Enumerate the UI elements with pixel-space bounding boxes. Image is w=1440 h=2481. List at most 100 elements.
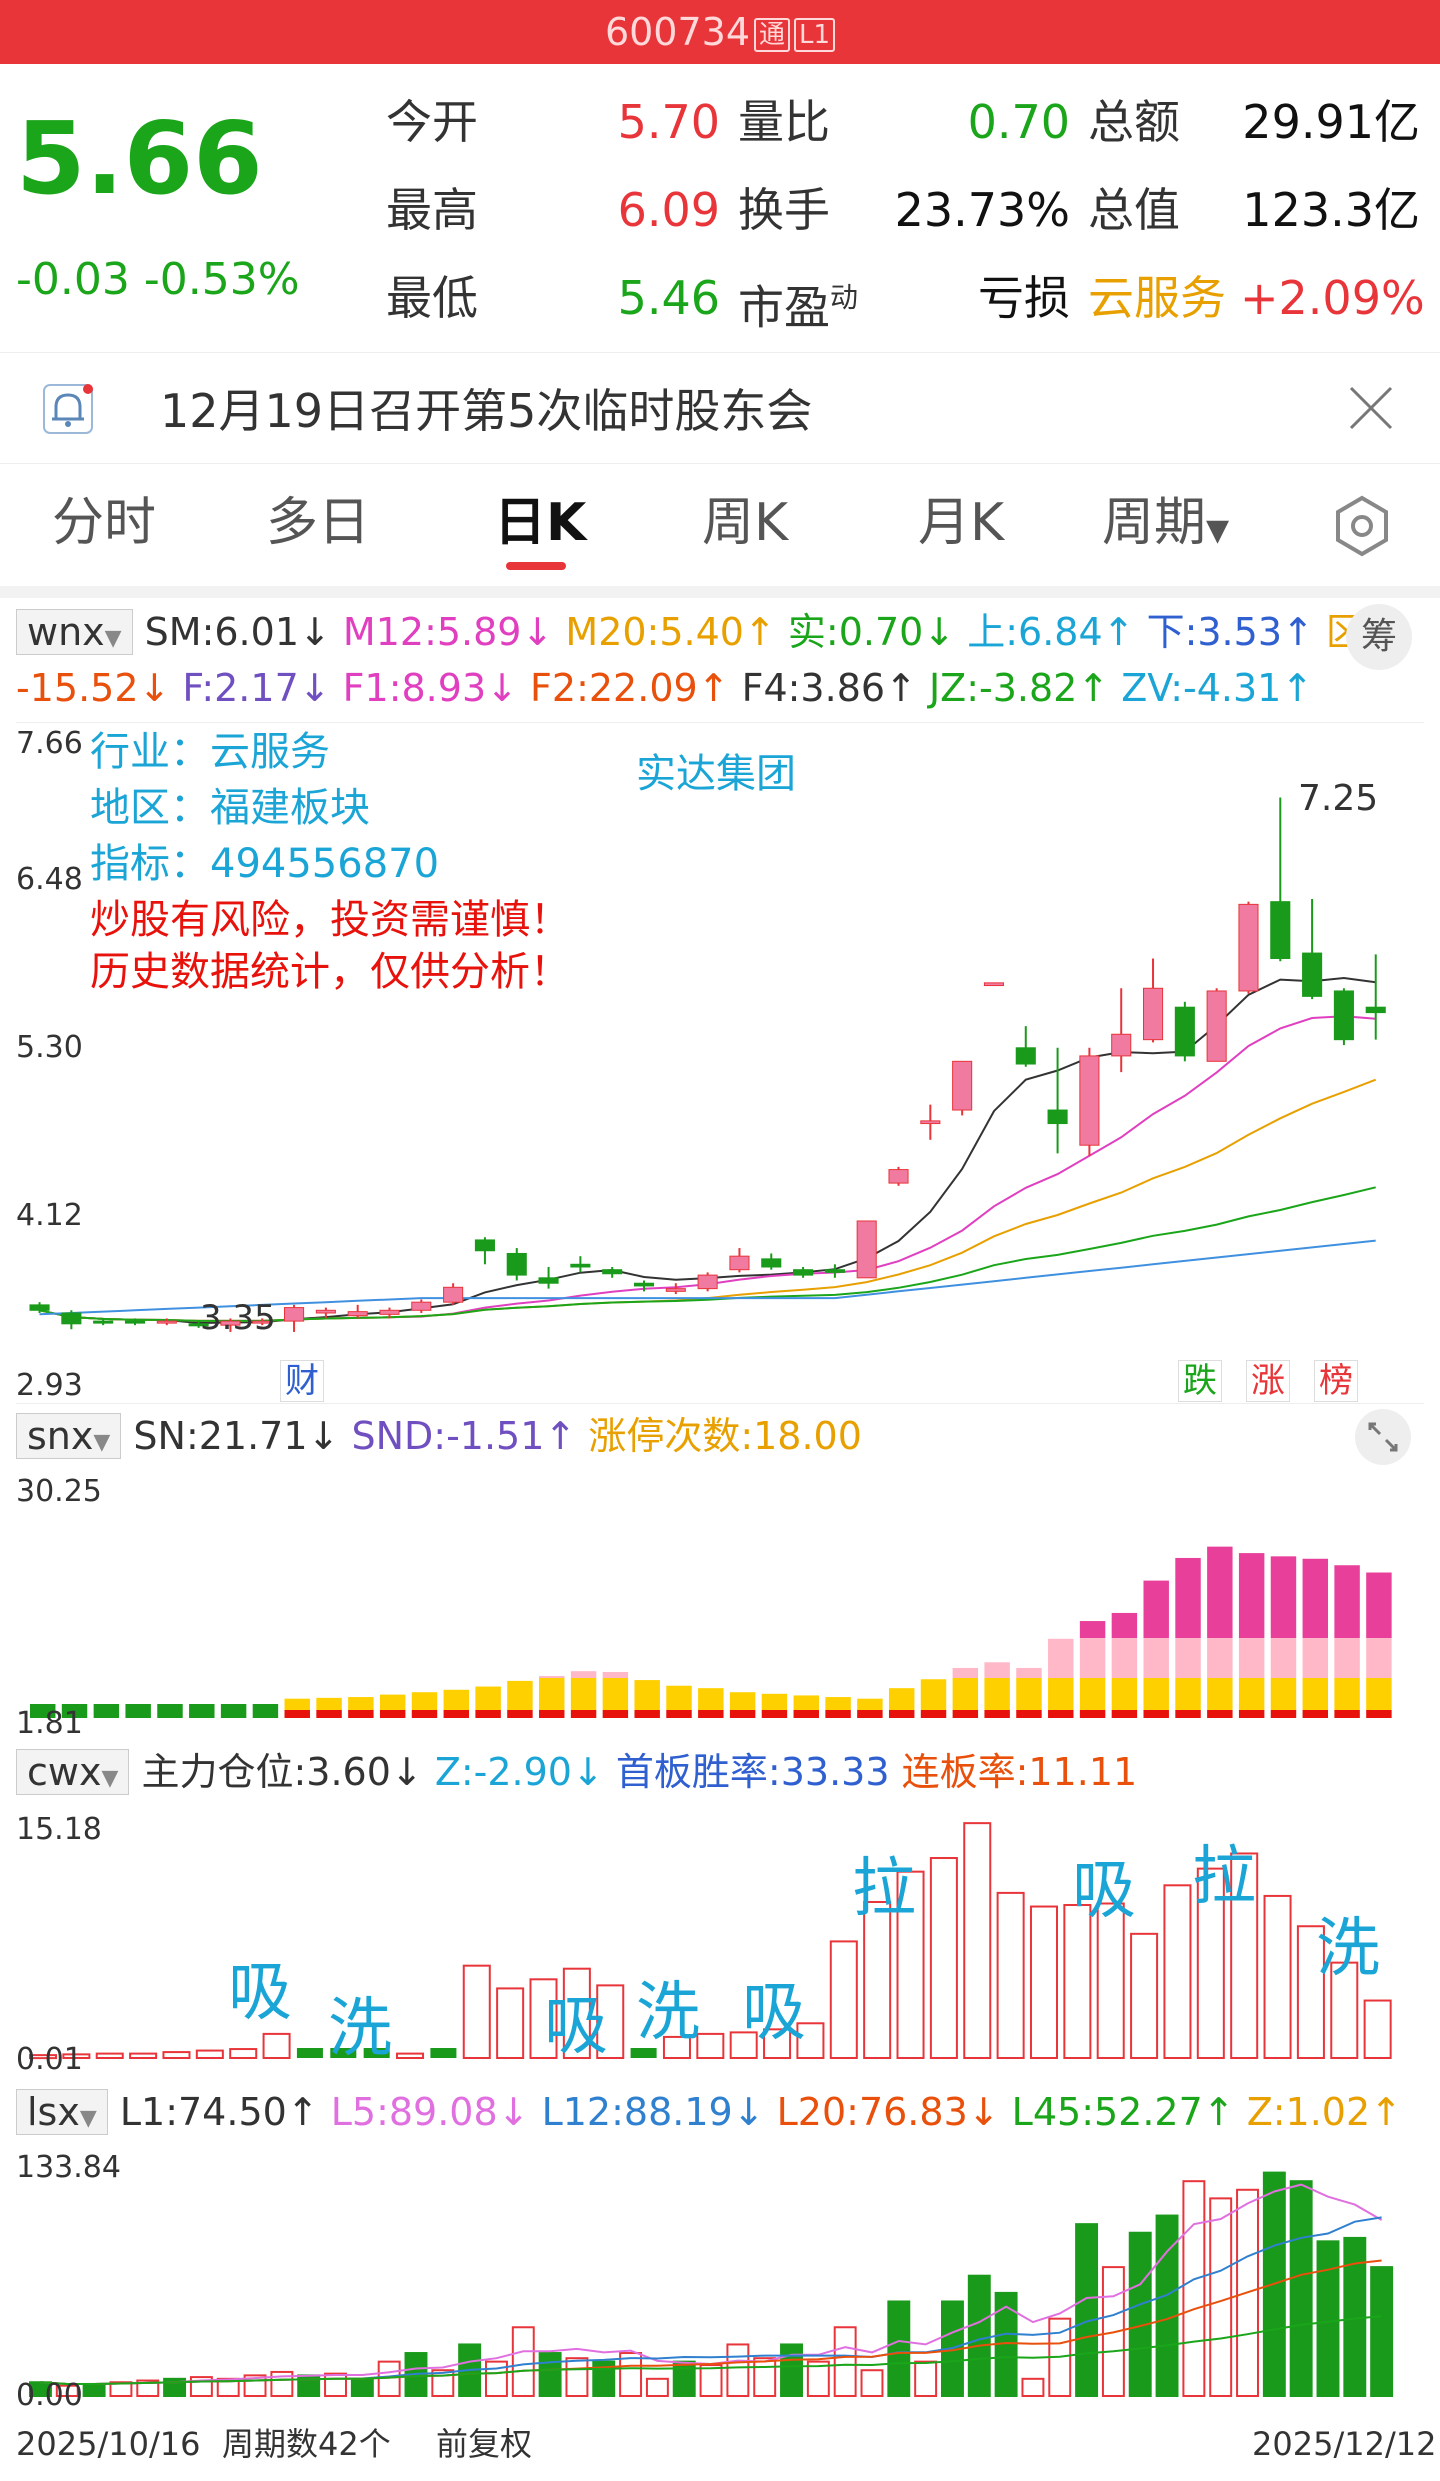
bar	[833, 2326, 857, 2397]
k-chart-area[interactable]	[16, 722, 1424, 1404]
snx-bar-red	[1238, 1710, 1265, 1718]
company-name: 实达集团	[636, 751, 796, 797]
vol-ratio-label: 量比	[738, 95, 830, 149]
rise-tag[interactable]: 涨	[1246, 1360, 1290, 1402]
bar	[1096, 1902, 1125, 2059]
notice-bar[interactable]: 12月19日召开第5次临时股东会	[0, 352, 1440, 464]
snx-bar-pink	[1079, 1638, 1106, 1678]
snx-bar-red	[1366, 1710, 1392, 1718]
indicator-value: F4:3.86↑	[729, 666, 917, 710]
candlestick-chart[interactable]	[16, 722, 1424, 1402]
snx-indicator-line: snx▼ SN:21.71↓ SND:-1.51↑ 涨停次数:18.00	[16, 1412, 862, 1467]
high-price-label: 7.25	[1298, 778, 1379, 819]
indicator-value: SN:21.71↓	[133, 1414, 340, 1458]
tab-multiday[interactable]: 多日	[266, 493, 371, 553]
cwx-label-wash-2: 洗	[636, 1976, 700, 2050]
snx-bar-red	[888, 1710, 915, 1718]
close-icon[interactable]	[1346, 383, 1396, 433]
fall-tag[interactable]: 跌	[1178, 1360, 1222, 1402]
snx-bar-pink	[1048, 1638, 1074, 1678]
indicator-value: SND:-1.51↑	[339, 1414, 577, 1458]
tab-weekly-k[interactable]: 周K	[702, 493, 789, 553]
indicator-value: F2:22.09↑	[517, 666, 730, 710]
candle-body	[1079, 1055, 1100, 1146]
tab-intraday[interactable]: 分时	[52, 493, 157, 553]
wnx-selector[interactable]: wnx▼	[16, 609, 133, 655]
lsx-selector[interactable]: lsx▼	[16, 2089, 108, 2135]
snx-bar-red	[761, 1710, 788, 1718]
indicator-label: 指标：494556870	[90, 841, 440, 887]
snx-bar-yellow	[698, 1688, 724, 1710]
tab-period[interactable]: 周期▼	[1102, 488, 1229, 566]
ranking-tag[interactable]: 榜	[1314, 1360, 1358, 1402]
bar	[645, 2377, 669, 2398]
period-count: 周期数42个	[222, 2425, 391, 2463]
indicator-value: Z:-2.90↓	[422, 1750, 604, 1794]
snx-bar-chart[interactable]	[16, 1468, 1424, 1738]
snx-selector-label: snx	[27, 1414, 94, 1458]
adjust-mode[interactable]: 前复权	[436, 2425, 533, 2463]
lsx-ma-line	[40, 2216, 1382, 2385]
bar	[796, 2022, 825, 2059]
indicator-value: 涨停次数:18.00	[576, 1414, 862, 1458]
stock-code: 600734	[604, 10, 750, 54]
settings-icon[interactable]	[1330, 494, 1394, 558]
candle-body	[61, 1312, 82, 1325]
bar	[396, 2052, 425, 2060]
snx-selector[interactable]: snx▼	[16, 1413, 122, 1459]
snx-bar-magenta	[1238, 1553, 1265, 1638]
snx-bar-pink	[1302, 1638, 1329, 1678]
candle-body	[538, 1277, 559, 1284]
snx-bar-magenta	[1175, 1557, 1201, 1638]
candle-body	[411, 1301, 432, 1311]
turnover-amount-label: 总额	[1088, 95, 1180, 149]
candle-body	[665, 1288, 686, 1292]
k-axis-bottom: 2.93	[16, 1368, 83, 1403]
lsx-indicator-line: lsx▼ L1:74.50↑ L5:89.08↓ L12:88.19↓ L20:…	[16, 2088, 1402, 2143]
chip-distribution-button[interactable]: 筹	[1346, 604, 1412, 670]
candle-body	[252, 1320, 273, 1324]
bar	[195, 2049, 224, 2059]
cwx-bar-chart[interactable]	[16, 1808, 1424, 2078]
candle-body	[93, 1320, 114, 1324]
low-label: 最低	[386, 271, 478, 325]
expand-icon[interactable]	[1354, 1408, 1412, 1466]
snx-bar-pink	[1111, 1638, 1138, 1678]
candle-body	[506, 1252, 527, 1276]
tab-daily-k[interactable]: 日K	[494, 493, 587, 553]
bar	[696, 2032, 725, 2059]
snx-bar-yellow	[1270, 1678, 1297, 1710]
bar	[29, 2054, 58, 2060]
bar	[1075, 2223, 1099, 2397]
sector-label[interactable]: 云服务	[1088, 271, 1226, 325]
bar	[967, 2274, 991, 2397]
candle-body	[284, 1307, 305, 1322]
snx-bar-yellow	[729, 1692, 756, 1710]
bar	[324, 2372, 347, 2398]
bar	[485, 2360, 508, 2397]
candle-body	[1206, 990, 1227, 1062]
bar	[596, 1984, 625, 2059]
tab-monthly-k[interactable]: 月K	[918, 493, 1005, 553]
bar	[1128, 2231, 1152, 2398]
market-cap-value: 123.3亿	[1242, 183, 1420, 237]
bar	[330, 2048, 357, 2058]
bar	[462, 1964, 491, 2059]
candle-body	[1142, 987, 1164, 1041]
title-bar: 600734 通 L1	[0, 0, 1440, 64]
notice-text[interactable]: 12月19日召开第5次临时股东会	[160, 384, 813, 438]
lsx-bar-chart[interactable]	[16, 2146, 1424, 2416]
lsx-axis-top: 133.84	[16, 2150, 121, 2185]
candle-body	[570, 1263, 591, 1268]
cwx-indicator-values: 主力仓位:3.60↓ Z:-2.90↓ 首板胜率:33.33 连板率:11.11	[141, 1750, 1137, 1794]
cwx-axis-top: 15.18	[16, 1812, 102, 1847]
candle-body	[443, 1286, 464, 1303]
cwx-selector[interactable]: cwx▼	[16, 1749, 130, 1795]
bar	[887, 2300, 911, 2397]
period-tabs: 分时 多日 日K 周K 月K 周期▼	[0, 464, 1440, 584]
indicator-value: M20:5.40↑	[553, 610, 776, 654]
candle-body	[729, 1255, 750, 1271]
financial-tag[interactable]: 财	[280, 1360, 324, 1402]
snx-bar-red	[1302, 1710, 1329, 1718]
snx-bar-pink	[984, 1662, 1010, 1678]
